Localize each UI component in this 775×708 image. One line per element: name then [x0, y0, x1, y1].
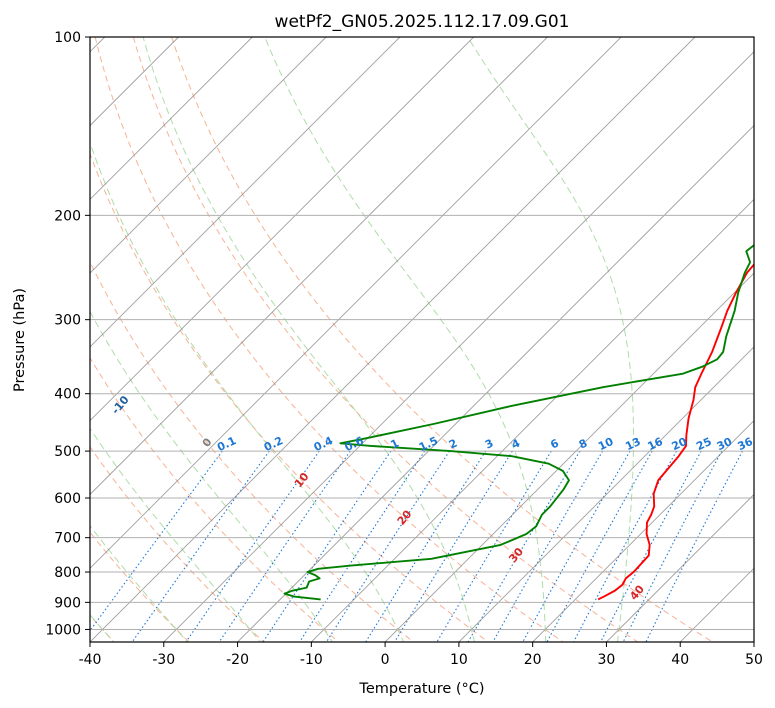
mixing-ratio-label: 16	[645, 435, 665, 453]
mixing-ratio-line	[492, 450, 604, 642]
y-axis-title: Pressure (hPa)	[12, 288, 28, 392]
isotherm-line	[90, 37, 548, 496]
mixing-ratio-line	[546, 450, 653, 642]
moist-adiabat-line	[90, 310, 334, 642]
x-tick-label: 20	[524, 652, 542, 668]
mixing-ratio-label: 3	[483, 437, 495, 452]
mixing-ratio-line	[622, 450, 723, 642]
mixing-ratio-label: 6	[548, 436, 561, 451]
x-axis: -40 -30 -20 -10 0 10 20 30 40 50	[79, 642, 763, 668]
mixing-ratio-line	[325, 450, 450, 642]
mixing-ratio-label: 10	[596, 435, 616, 453]
y-axis: 100 200 300 400 500 600 700 800 900 1000	[45, 30, 90, 638]
mixing-ratio-label: 4	[510, 436, 523, 451]
dry-adiabat-line	[90, 152, 490, 642]
isotherm-line	[90, 37, 327, 274]
background-lines	[90, 37, 754, 642]
moist-adiabat-line	[90, 141, 405, 642]
mixing-ratio-line	[90, 450, 223, 632]
y-tick-label: 900	[54, 595, 81, 611]
mixing-ratio-label: 36	[735, 435, 755, 453]
mixing-ratio-line	[522, 450, 631, 642]
y-tick-label: 300	[54, 313, 81, 329]
dry-adiabat-label: 40	[627, 582, 647, 602]
isotherm-line	[90, 37, 401, 348]
x-tick-label: 10	[450, 652, 468, 668]
isotherm-line	[237, 124, 754, 642]
dry-adiabat-label: -10	[109, 393, 132, 417]
y-tick-label: 800	[54, 565, 81, 581]
isotherm-line	[90, 37, 474, 422]
x-axis-title: Temperature (°C)	[358, 681, 484, 697]
isotherm-line	[384, 272, 754, 642]
mixing-ratio-line	[393, 450, 513, 642]
mixing-ratio-label: 20	[670, 435, 690, 453]
dry-adiabat-line	[90, 356, 340, 642]
moist-adiabat-line	[90, 427, 262, 642]
mixing-ratio-label: 2	[447, 437, 459, 452]
temperature-profile-line	[597, 263, 754, 601]
y-tick-label: 600	[54, 491, 81, 507]
mixing-ratio-line	[262, 450, 392, 642]
x-tick-label: 0	[381, 652, 390, 668]
x-tick-label: -30	[152, 652, 175, 668]
x-tick-label: -10	[300, 652, 323, 668]
moist-adiabat-line	[90, 525, 189, 642]
dry-adiabat-label: 30	[506, 545, 526, 565]
mixing-ratio-line	[298, 450, 426, 642]
dry-adiabat-line	[90, 531, 190, 642]
dry-adiabat-label: -20	[30, 356, 53, 380]
dewpoint-profile-line	[283, 243, 754, 601]
isotherm-line	[163, 51, 754, 642]
x-tick-label: -40	[79, 652, 102, 668]
x-tick-label: 40	[671, 652, 689, 668]
isotherm-line	[90, 37, 622, 569]
x-tick-label: -20	[226, 652, 249, 668]
mixing-ratio-label: 30	[715, 435, 735, 453]
moist-adiabat-line	[467, 37, 635, 642]
line-labels: 0.10.20.40.611.52346810131620253036-100-…	[30, 356, 755, 603]
isotherm-line	[606, 493, 754, 642]
mixing-ratio-label: 25	[694, 435, 713, 453]
dry-adiabat-line	[94, 37, 564, 642]
isotherm-line	[532, 420, 754, 642]
isotherm-line	[311, 198, 754, 642]
profile-lines	[283, 243, 754, 601]
x-tick-label: 50	[745, 652, 763, 668]
chart-title: wetPf2_GN05.2025.112.17.09.G01	[275, 12, 570, 32]
mixing-ratio-label: 13	[623, 435, 642, 453]
y-tick-label: 200	[54, 208, 81, 224]
x-tick-label: 30	[598, 652, 616, 668]
y-tick-label: 100	[54, 30, 81, 46]
isotherm-line	[679, 567, 754, 642]
mixing-ratio-label: 8	[577, 437, 589, 452]
plot-frame	[89, 36, 755, 643]
isotherm-line	[458, 346, 754, 642]
mixing-ratio-label: 1	[389, 437, 401, 452]
y-tick-label: 1000	[45, 622, 81, 638]
dry-adiabat-label: 0	[200, 435, 215, 449]
mixing-ratio-line	[645, 450, 743, 642]
isotherm-line	[90, 37, 696, 642]
y-tick-label: 400	[54, 387, 81, 403]
isotherm-line	[753, 641, 754, 642]
y-tick-label: 500	[54, 444, 81, 460]
dry-adiabat-line	[90, 260, 415, 642]
dry-adiabat-line	[171, 37, 714, 642]
isotherm-line	[90, 37, 253, 200]
y-tick-label: 700	[54, 531, 81, 547]
dry-adiabat-line	[90, 446, 265, 642]
